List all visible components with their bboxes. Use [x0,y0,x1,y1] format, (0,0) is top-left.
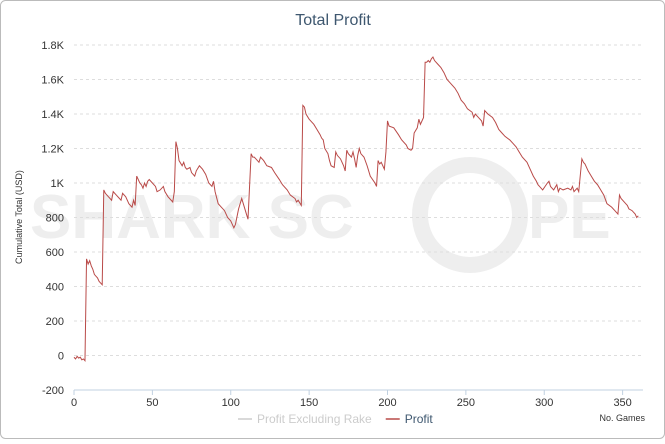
y-tick-label: 0 [58,351,64,363]
x-tick-label: 250 [457,397,475,409]
x-tick-label: 50 [146,397,158,409]
y-tick-label: 1.4K [41,109,64,121]
profit-line [73,56,639,362]
y-tick-label: 600 [46,247,64,259]
x-tick-label: 200 [378,397,396,409]
y-tick-label: 1.2K [41,144,64,156]
y-axis-label: Cumulative Total (USD) [14,170,24,264]
x-tick-label: 300 [535,397,553,409]
y-tick-label: 1K [51,178,65,190]
x-tick-label: 350 [613,397,631,409]
x-axis-label: No. Games [599,413,645,423]
legend-label[interactable]: Profit Excluding Rake [257,412,372,426]
x-tick-label: 150 [300,397,318,409]
chart-title: Total Profit [295,12,371,29]
x-tick-label: 100 [222,397,240,409]
y-tick-label: 800 [46,213,64,225]
y-tick-label: 1.8K [41,40,64,52]
watermark-text: SHARK SC [30,183,354,252]
y-tick-label: 400 [46,282,64,294]
y-tick-label: 200 [46,316,64,328]
y-tick-label: -200 [42,385,64,397]
watermark: SHARK SC PE [30,157,611,273]
x-tick-label: 0 [71,397,77,409]
y-tick-label: 1.6K [41,75,64,87]
watermark-ring [412,157,528,273]
legend-label[interactable]: Profit [405,412,434,426]
